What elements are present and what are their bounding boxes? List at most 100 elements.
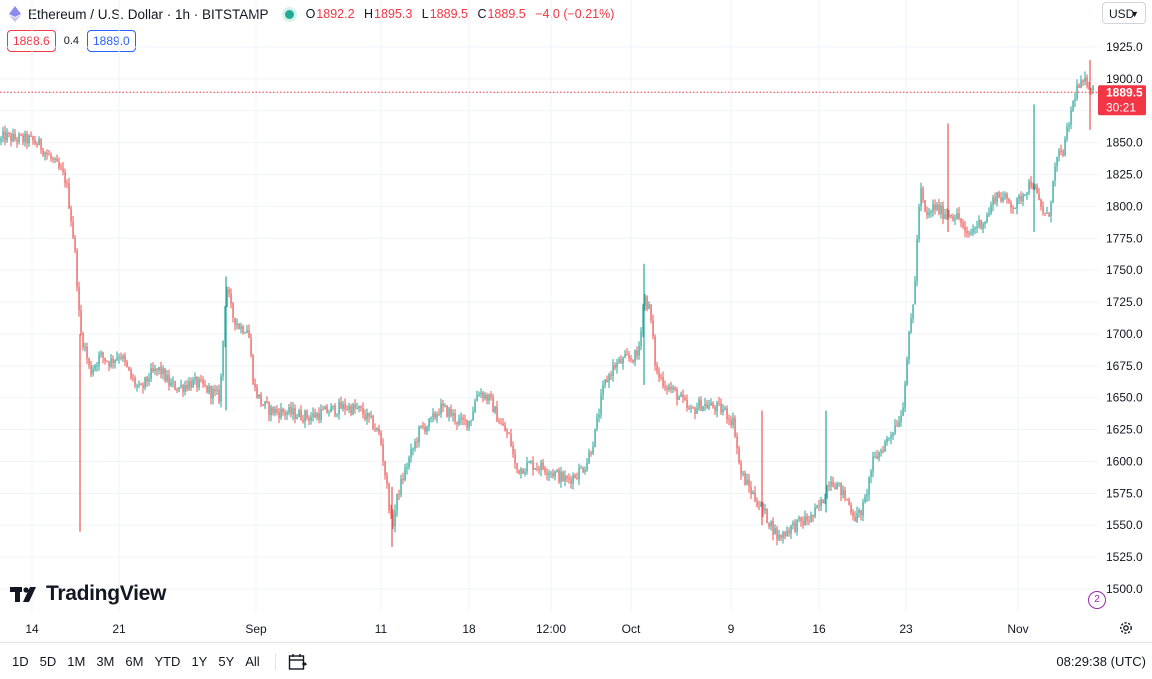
candle-body <box>634 350 636 363</box>
candle-body <box>638 345 640 356</box>
candle-body <box>66 183 68 185</box>
candle-body <box>520 468 522 474</box>
candle-body <box>874 456 876 458</box>
candle-body <box>670 386 672 390</box>
candle-body <box>156 368 158 371</box>
candle-body <box>686 400 688 408</box>
candle-body <box>128 366 130 371</box>
candle-body <box>574 475 576 478</box>
candle-body <box>106 360 108 362</box>
range-button-1m[interactable]: 1M <box>67 654 86 669</box>
candle-body <box>936 204 938 210</box>
candle-body <box>276 409 278 412</box>
candle-body <box>454 413 456 422</box>
candle-body <box>356 407 358 409</box>
candle-body <box>394 510 396 527</box>
bottom-toolbar: 1D 5D 1M 3M 6M YTD 1Y 5Y All 08:29:38 (UTC) <box>0 650 1152 674</box>
range-button-ytd[interactable]: YTD <box>154 654 181 669</box>
candle-body <box>880 450 882 453</box>
candle-body <box>1038 193 1040 201</box>
candle-body <box>888 437 890 439</box>
candle-body <box>10 133 12 142</box>
candle-body <box>510 434 512 446</box>
candle-body <box>532 461 534 470</box>
candle-body <box>472 412 474 421</box>
candle-body <box>254 383 256 388</box>
candle-body <box>698 399 700 409</box>
market-status-icon[interactable] <box>284 9 294 19</box>
candle-body <box>260 394 262 405</box>
candle-body <box>170 382 172 386</box>
buy-button[interactable]: 1889.0 <box>87 30 136 52</box>
candle-body <box>678 396 680 400</box>
candle-body <box>174 381 176 390</box>
candle-body <box>202 379 204 385</box>
events-icon[interactable]: 2 <box>1088 591 1106 609</box>
candle-body <box>344 403 346 410</box>
calendar-icon[interactable] <box>288 653 308 671</box>
symbol-title[interactable]: Ethereum / U.S. Dollar · 1h · BITSTAMP <box>28 6 269 22</box>
candle-body <box>374 429 376 431</box>
candle-body <box>1070 110 1072 125</box>
candle-body <box>476 395 478 402</box>
candle-body <box>556 470 558 472</box>
candle-body <box>98 354 100 366</box>
candle-body <box>734 417 736 437</box>
candle-body <box>250 337 252 355</box>
utc-clock[interactable]: 08:29:38 (UTC) <box>1056 654 1146 669</box>
candle-body <box>768 522 770 527</box>
candle-body <box>832 481 834 487</box>
candle-body <box>980 219 982 229</box>
candle-body <box>474 401 476 413</box>
range-button-all[interactable]: All <box>245 654 260 669</box>
candle-body <box>2 131 4 139</box>
candle-body <box>130 370 132 378</box>
candle-body <box>1048 212 1050 217</box>
range-button-5d[interactable]: 5D <box>39 654 57 669</box>
range-button-1y[interactable]: 1Y <box>191 654 208 669</box>
candle-body <box>736 436 738 449</box>
candle-body <box>112 358 114 363</box>
candle-body <box>484 394 486 399</box>
candle-body <box>496 406 498 422</box>
y-tick-label: 1800.0 <box>1106 199 1143 213</box>
candle-body <box>424 426 426 432</box>
tradingview-logo[interactable]: TradingView <box>10 582 166 606</box>
candle-body <box>716 402 718 412</box>
candle-body <box>996 192 998 203</box>
candle-body <box>402 478 404 481</box>
candle-body <box>268 402 270 416</box>
sell-button[interactable]: 1888.6 <box>7 30 56 52</box>
range-button-6m[interactable]: 6M <box>125 654 144 669</box>
range-button-5y[interactable]: 5Y <box>218 654 235 669</box>
candle-body <box>548 473 550 475</box>
candle-body <box>530 461 532 463</box>
currency-select[interactable]: USD ▼ <box>1102 2 1146 24</box>
candle-body <box>1074 98 1076 101</box>
candle-body <box>614 365 616 368</box>
candle-body <box>1086 77 1088 87</box>
candle-body <box>1068 124 1070 127</box>
candle-body <box>320 409 322 420</box>
price-chart[interactable]: 1500.0 1525.0 1550.0 1575.0 1600.0 1625.0 1650… <box>0 0 1152 642</box>
range-button-1d[interactable]: 1D <box>12 654 29 669</box>
candle-body <box>96 365 98 367</box>
candle-body <box>754 492 756 501</box>
candle-body <box>86 346 88 359</box>
candle-body <box>732 417 734 426</box>
candle-body <box>324 406 326 410</box>
candle-body <box>70 208 72 222</box>
candle-body <box>552 472 554 477</box>
candle-body <box>1010 202 1012 208</box>
candle-body <box>368 412 370 417</box>
candle-body <box>722 409 724 413</box>
open-value: 1892.2 <box>316 7 355 21</box>
candle-body <box>1012 207 1014 209</box>
candle-body <box>14 133 16 140</box>
range-button-3m[interactable]: 3M <box>96 654 115 669</box>
candle-body <box>596 417 598 429</box>
gear-icon[interactable] <box>1118 620 1134 636</box>
candle-body <box>88 358 90 366</box>
candle-body <box>860 509 862 516</box>
candle-body <box>796 519 798 532</box>
